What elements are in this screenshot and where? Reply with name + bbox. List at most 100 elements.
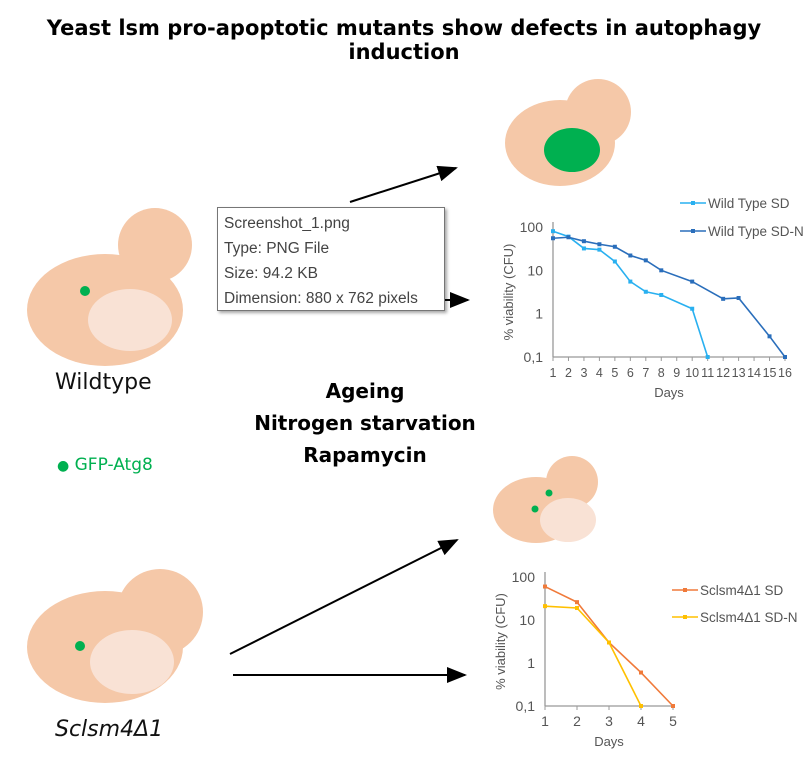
x-tick-label: 8 bbox=[658, 366, 665, 380]
gfp-dot bbox=[75, 641, 85, 651]
y-axis-label: % viability (CFU) bbox=[501, 244, 516, 341]
data-point bbox=[671, 704, 675, 708]
data-point bbox=[767, 334, 772, 339]
y-tick-label: 0,1 bbox=[516, 698, 536, 714]
x-tick-label: 14 bbox=[747, 366, 761, 380]
conditions: Ageing Nitrogen starvation Rapamycin bbox=[250, 375, 480, 471]
data-point bbox=[659, 268, 664, 273]
wildtype-label: Wildtype bbox=[55, 370, 152, 395]
x-tick-label: 5 bbox=[669, 713, 677, 729]
data-point bbox=[551, 229, 555, 234]
tooltip-filename: Screenshot_1.png bbox=[224, 215, 350, 232]
x-tick-label: 10 bbox=[685, 366, 699, 380]
arrow bbox=[229, 539, 459, 655]
data-point bbox=[690, 279, 695, 284]
y-tick-label: 100 bbox=[512, 569, 536, 585]
wildtype-autophagy-cell bbox=[505, 79, 631, 186]
legend-marker bbox=[683, 615, 687, 619]
data-point bbox=[639, 670, 643, 675]
data-point bbox=[566, 235, 571, 240]
data-point bbox=[659, 292, 664, 297]
legend-label: Sclsm4Δ1 SD-N bbox=[700, 610, 798, 625]
condition-rapamycin: Rapamycin bbox=[303, 443, 427, 467]
series-line bbox=[552, 236, 786, 358]
data-point bbox=[543, 604, 547, 609]
x-axis-label: Days bbox=[594, 734, 624, 749]
series-line bbox=[552, 230, 709, 358]
gfp-dot bbox=[80, 286, 90, 296]
tooltip-size: Size: 94.2 KB bbox=[224, 265, 318, 282]
x-tick-label: 3 bbox=[605, 713, 613, 729]
wildtype-cell bbox=[27, 208, 192, 366]
x-tick-label: 2 bbox=[565, 366, 572, 380]
data-point bbox=[543, 584, 547, 589]
x-tick-label: 6 bbox=[627, 366, 634, 380]
arrow bbox=[349, 165, 458, 203]
series-line bbox=[544, 585, 674, 707]
file-tooltip: Screenshot_1.png Type: PNG File Size: 94… bbox=[217, 207, 445, 311]
data-point bbox=[607, 640, 611, 645]
data-point bbox=[612, 259, 617, 264]
y-tick-label: 1 bbox=[527, 655, 535, 671]
x-tick-label: 3 bbox=[580, 366, 587, 380]
condition-ageing: Ageing bbox=[325, 379, 405, 403]
legend-marker bbox=[683, 588, 687, 592]
condition-nitrogen-starvation: Nitrogen starvation bbox=[254, 411, 476, 435]
data-point bbox=[581, 239, 586, 244]
legend-label: Wild Type SD-N bbox=[708, 224, 804, 239]
data-point bbox=[612, 244, 617, 249]
legend-marker bbox=[691, 201, 695, 205]
x-tick-label: 4 bbox=[637, 713, 645, 729]
mutant-cell bbox=[27, 569, 203, 703]
data-point bbox=[643, 258, 648, 263]
data-point bbox=[721, 296, 726, 301]
data-point bbox=[628, 253, 633, 258]
mutant-autophagy-cell bbox=[493, 456, 598, 543]
mutant-viability-chart: 0,1 1 10 100 1 2 3 4 5 Days % viability (CFU) Sclsm… bbox=[493, 569, 798, 749]
y-tick-label: 0,1 bbox=[524, 349, 544, 365]
data-point bbox=[643, 289, 648, 294]
x-axis-label: Days bbox=[654, 385, 684, 400]
series-line bbox=[544, 605, 642, 707]
data-point bbox=[597, 242, 602, 247]
gfp-legend-label: GFP-Atg8 bbox=[74, 455, 153, 475]
gfp-legend: ● GFP-Atg8 bbox=[57, 455, 153, 475]
y-tick-label: 10 bbox=[519, 612, 535, 628]
figure-title: Yeast lsm pro-apoptotic mutants show def… bbox=[46, 16, 762, 64]
x-tick-label: 12 bbox=[716, 366, 730, 380]
x-tick-label: 2 bbox=[573, 713, 581, 729]
x-tick-label: 13 bbox=[732, 366, 746, 380]
gfp-dot-icon: ● bbox=[57, 458, 70, 474]
mutant-label: Sclsm4Δ1 bbox=[55, 717, 164, 742]
y-tick-label: 10 bbox=[527, 262, 543, 278]
tooltip-dimension: Dimension: 880 x 762 pixels bbox=[224, 290, 418, 307]
x-tick-label: 4 bbox=[596, 366, 603, 380]
x-tick-label: 1 bbox=[550, 366, 557, 380]
data-point bbox=[597, 247, 602, 252]
y-tick-label: 100 bbox=[520, 219, 544, 235]
data-point bbox=[551, 236, 555, 241]
x-tick-label: 15 bbox=[763, 366, 777, 380]
y-tick-label: 1 bbox=[535, 306, 543, 322]
data-point bbox=[628, 279, 633, 284]
data-point bbox=[705, 355, 710, 359]
data-point bbox=[575, 606, 579, 611]
x-tick-label: 9 bbox=[673, 366, 680, 380]
x-tick-label: 16 bbox=[778, 366, 792, 380]
x-tick-label: 11 bbox=[701, 366, 714, 380]
data-point bbox=[690, 306, 695, 311]
y-axis-label: % viability (CFU) bbox=[493, 593, 508, 690]
data-point bbox=[783, 355, 787, 359]
legend-label: Sclsm4Δ1 SD bbox=[700, 583, 784, 598]
data-point bbox=[575, 600, 579, 605]
x-tick-label: 1 bbox=[541, 713, 549, 729]
legend-marker bbox=[691, 229, 695, 233]
data-point bbox=[581, 246, 586, 251]
x-tick-label: 5 bbox=[611, 366, 618, 380]
x-tick-label: 7 bbox=[642, 366, 649, 380]
data-point bbox=[639, 704, 643, 708]
tooltip-type: Type: PNG File bbox=[224, 240, 330, 257]
